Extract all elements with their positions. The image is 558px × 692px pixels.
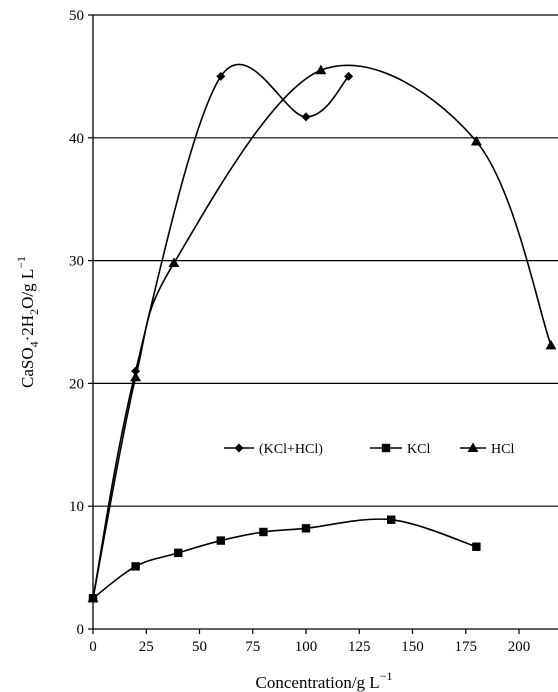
x-tick-label-125: 125 <box>348 639 371 655</box>
series-line-square <box>92 518 477 599</box>
data-point-triangle-4 <box>470 135 482 146</box>
series-line-diamond <box>92 63 350 599</box>
series-line-triangle <box>92 64 552 599</box>
legend-label-diamond: (KCl+HCl) <box>259 442 323 457</box>
data-point-square-5 <box>301 524 311 533</box>
series-square <box>88 515 481 603</box>
y-tick-label-50: 50 <box>69 8 84 24</box>
legend-item-diamond: (KCl+HCl) <box>224 442 323 457</box>
x-tick-label-0: 0 <box>89 639 97 655</box>
legend-item-triangle: HCl <box>460 442 514 457</box>
y-tick-label-0: 0 <box>77 622 85 638</box>
data-point-square-1 <box>131 562 140 571</box>
axes <box>92 15 558 630</box>
x-tick-label-50: 50 <box>192 639 207 655</box>
data-point-diamond-2 <box>216 71 226 81</box>
x-tick-label-200: 200 <box>508 639 531 655</box>
grid-lines <box>93 14 558 507</box>
legend-label-square: KCl <box>407 442 430 457</box>
data-point-square-4 <box>259 527 268 537</box>
legend-marker-diamond <box>234 443 244 453</box>
legend-marker-square <box>381 443 391 453</box>
x-axis-title-sup: −1 <box>380 669 393 683</box>
x-tick-label-100: 100 <box>295 639 318 655</box>
data-point-square-7 <box>472 542 481 551</box>
y-tick-label-20: 20 <box>69 376 84 392</box>
legend-label-triangle: HCl <box>491 442 514 457</box>
y-axis-title: CaSO4·2H2O/g L−1 <box>14 256 41 388</box>
x-tick-label-25: 25 <box>139 639 154 655</box>
x-tick-label-150: 150 <box>401 639 424 655</box>
data-point-triangle-1 <box>130 371 142 382</box>
data-point-triangle-5 <box>545 339 557 350</box>
legend-marker-triangle <box>467 442 479 452</box>
y-tick-label-30: 30 <box>69 254 84 270</box>
legend-item-square: KCl <box>370 442 430 457</box>
data-point-square-2 <box>174 548 183 558</box>
x-tick-label-75: 75 <box>245 639 260 655</box>
series-layer <box>87 63 557 603</box>
series-triangle <box>87 64 557 603</box>
data-point-diamond-4 <box>344 71 354 81</box>
tick-labels: 0 10 20 30 40 50 0 25 50 75 100 125 150 175 200 <box>69 8 530 655</box>
data-point-square-3 <box>216 536 225 545</box>
data-point-diamond-3 <box>301 112 311 122</box>
data-point-triangle-2 <box>168 257 180 268</box>
data-point-triangle-3 <box>315 64 327 75</box>
data-point-square-6 <box>387 515 396 524</box>
series-diamond <box>88 63 354 603</box>
x-axis-title: Concentration/g L−1 <box>256 669 393 692</box>
y-tick-label-40: 40 <box>69 131 84 147</box>
y-tick-label-10: 10 <box>69 499 84 515</box>
x-tick-label-175: 175 <box>455 639 478 655</box>
legend: (KCl+HCl) KCl HCl <box>224 442 514 457</box>
